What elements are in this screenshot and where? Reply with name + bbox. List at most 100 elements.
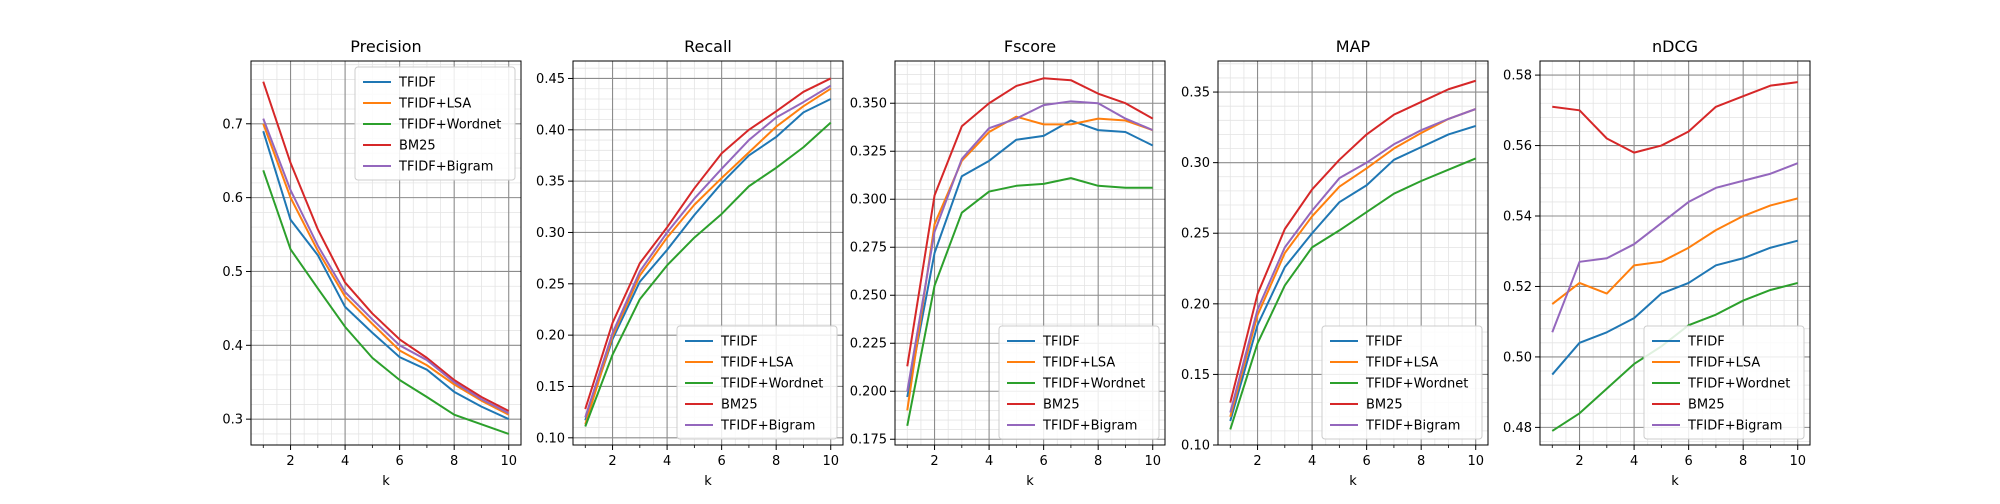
legend-label-tfidf-bigram: TFIDF+Bigram <box>720 419 815 434</box>
y-tick-label: 0.325 <box>850 145 887 160</box>
x-tick-label: 6 <box>1039 454 1047 469</box>
series-line-tfidf-lsa <box>584 87 832 425</box>
x-tick-label: 4 <box>663 454 671 469</box>
series-line-bm25 <box>262 81 510 412</box>
x-tick-label: 6 <box>1684 454 1692 469</box>
x-tick-label: 6 <box>717 454 725 469</box>
y-tick-label: 0.4 <box>222 339 243 354</box>
y-tick-label: 0.275 <box>850 241 887 256</box>
chart-title: MAP <box>1336 37 1371 56</box>
legend-box <box>354 66 516 181</box>
legend-label-tfidf-lsa: TFIDF+LSA <box>720 356 793 371</box>
y-tick-label: 0.6 <box>222 191 243 206</box>
y-tick-label: 0.48 <box>1503 421 1532 436</box>
series-line-tfidf-wordnet <box>262 169 510 435</box>
series-line-tfidf <box>906 119 1154 398</box>
y-tick-label: 0.35 <box>1181 86 1210 101</box>
x-axis-label: k <box>704 474 712 489</box>
legend: TFIDF TFIDF+LSA TFIDF+Wordnet BM25 TFIDF+Big… <box>354 66 516 181</box>
x-axis-label: k <box>1671 474 1679 489</box>
legend-label-bm25: BM25 <box>1366 398 1403 413</box>
chart-title: nDCG <box>1652 37 1698 56</box>
x-tick-label: 4 <box>1308 454 1316 469</box>
x-tick-label: 8 <box>1417 454 1425 469</box>
y-tick-label: 0.50 <box>1503 350 1532 365</box>
x-axis-label: k <box>382 474 390 489</box>
legend-label-tfidf: TFIDF <box>1687 335 1725 350</box>
legend-box <box>1321 325 1483 440</box>
legend-label-tfidf: TFIDF <box>1042 335 1080 350</box>
axes-frame <box>572 60 844 446</box>
legend-label-bm25: BM25 <box>1688 398 1725 413</box>
legend-label-tfidf-wordnet: TFIDF+Wordnet <box>1042 377 1145 392</box>
axes-frame <box>1539 60 1811 446</box>
chart-title: Fscore <box>1004 37 1056 56</box>
legend: TFIDF TFIDF+LSA TFIDF+Wordnet BM25 TFIDF+Big… <box>1321 325 1483 440</box>
legend-label-tfidf-lsa: TFIDF+LSA <box>1365 356 1438 371</box>
y-tick-label: 0.10 <box>1181 439 1210 454</box>
x-tick-label: 4 <box>1630 454 1638 469</box>
x-tick-label: 2 <box>930 454 938 469</box>
series-line-tfidf-wordnet <box>906 177 1153 426</box>
series-line-tfidf-lsa <box>906 115 1154 411</box>
series-line-tfidf <box>1229 124 1477 422</box>
y-tick-label: 0.20 <box>1181 297 1210 312</box>
y-tick-label: 0.15 <box>1181 368 1210 383</box>
axes-frame <box>894 60 1166 446</box>
legend-label-tfidf-wordnet: TFIDF+Wordnet <box>720 377 823 392</box>
y-tick-label: 0.35 <box>536 175 565 190</box>
chart-precision: 2 4 6 8 100.30.40.50.60.7PrecisionkTFIDFTFID… <box>222 37 522 489</box>
y-tick-label: 0.15 <box>536 380 565 395</box>
y-tick-label: 0.5 <box>222 265 243 280</box>
legend-label-tfidf: TFIDF <box>720 335 758 350</box>
x-tick-label: 10 <box>822 454 839 469</box>
legend-label-bm25: BM25 <box>1043 398 1080 413</box>
y-tick-label: 0.350 <box>850 97 887 112</box>
series-line-tfidf-lsa <box>262 123 510 416</box>
legend-label-tfidf-lsa: TFIDF+LSA <box>1687 356 1760 371</box>
x-tick-label: 8 <box>1739 454 1747 469</box>
series-line-tfidf-lsa <box>1229 108 1477 418</box>
y-tick-label: 0.52 <box>1503 280 1532 295</box>
series-line-bm25 <box>906 77 1154 367</box>
chart-map: 2 4 6 8 100.100.150.200.250.300.35MAPkTFIDFT… <box>1181 37 1489 489</box>
x-tick-label: 6 <box>1362 454 1370 469</box>
y-tick-label: 0.7 <box>222 117 243 132</box>
legend-label-tfidf-wordnet: TFIDF+Wordnet <box>1365 377 1468 392</box>
legend-label-tfidf-wordnet: TFIDF+Wordnet <box>398 118 501 133</box>
legend-label-tfidf-bigram: TFIDF+Bigram <box>1365 419 1460 434</box>
legend-label-tfidf-bigram: TFIDF+Bigram <box>398 160 493 175</box>
x-tick-label: 4 <box>341 454 349 469</box>
x-tick-label: 2 <box>1575 454 1583 469</box>
series-line-tfidf-wordnet <box>584 121 832 427</box>
x-tick-label: 2 <box>286 454 294 469</box>
chart-title: Recall <box>684 37 732 56</box>
series-line-bm25 <box>1552 81 1798 154</box>
x-tick-label: 6 <box>395 454 403 469</box>
legend-label-tfidf-lsa: TFIDF+LSA <box>1042 356 1115 371</box>
legend-label-tfidf-bigram: TFIDF+Bigram <box>1687 419 1782 434</box>
series-line-bm25 <box>584 77 832 410</box>
y-tick-label: 0.10 <box>536 431 565 446</box>
series-line-bm25 <box>1229 79 1477 403</box>
y-tick-label: 0.25 <box>536 277 565 292</box>
series-line-tfidf-lsa <box>1551 197 1798 305</box>
series-line-tfidf-bigram <box>1229 108 1477 413</box>
y-tick-label: 0.30 <box>536 226 565 241</box>
y-tick-label: 0.250 <box>850 289 887 304</box>
legend-label-tfidf-lsa: TFIDF+LSA <box>398 97 471 112</box>
x-tick-label: 10 <box>1467 454 1484 469</box>
x-axis-label: k <box>1349 474 1357 489</box>
legend-label-tfidf: TFIDF <box>398 76 436 91</box>
x-tick-label: 2 <box>1253 454 1261 469</box>
series-line-tfidf-bigram <box>1551 162 1799 333</box>
series-line-tfidf <box>584 98 832 421</box>
legend-label-tfidf-wordnet: TFIDF+Wordnet <box>1687 377 1790 392</box>
x-tick-label: 8 <box>450 454 458 469</box>
x-axis-label: k <box>1026 474 1034 489</box>
legend-label-bm25: BM25 <box>721 398 758 413</box>
series-line-tfidf-bigram <box>906 100 1154 392</box>
y-tick-label: 0.20 <box>536 329 565 344</box>
